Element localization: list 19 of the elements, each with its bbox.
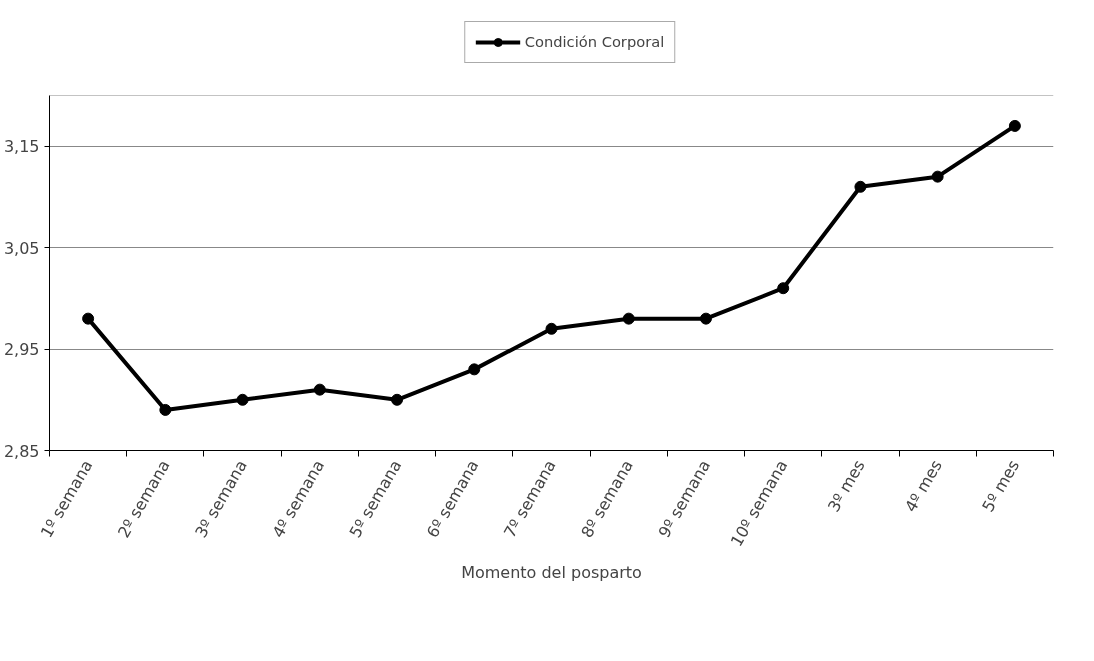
point bbox=[82, 312, 95, 325]
y-tick-label: 3,15 bbox=[3, 137, 40, 157]
point bbox=[854, 180, 867, 193]
point bbox=[622, 312, 635, 325]
point bbox=[391, 393, 404, 406]
point bbox=[699, 312, 712, 325]
x-axis-title: Momento del posparto bbox=[461, 562, 642, 582]
point bbox=[468, 363, 481, 376]
point bbox=[236, 393, 249, 406]
y-tick-label: 3,05 bbox=[3, 238, 40, 258]
point bbox=[313, 383, 326, 396]
point bbox=[777, 282, 790, 295]
point bbox=[1008, 119, 1021, 132]
y-tick-label: 2,85 bbox=[3, 441, 40, 461]
legend-label: Condición Corporal bbox=[524, 33, 665, 50]
y-tick-label: 2,95 bbox=[3, 340, 40, 360]
point bbox=[545, 322, 558, 335]
point bbox=[159, 403, 172, 416]
point bbox=[931, 170, 944, 183]
